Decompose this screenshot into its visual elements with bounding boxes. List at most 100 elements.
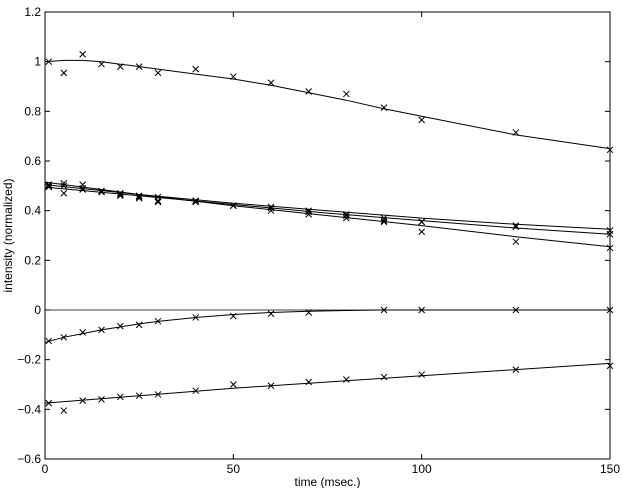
data-point-series-6	[60, 407, 68, 414]
data-point-series-6	[79, 397, 87, 404]
data-point-series-6	[98, 396, 105, 403]
data-point-series-2	[135, 192, 143, 200]
x-tick-label: 50	[227, 462, 241, 476]
y-tick-label: 0	[34, 303, 41, 317]
fit-curves	[44, 59, 611, 404]
y-tick-label: 0.2	[24, 253, 41, 267]
data-point-series-6	[342, 376, 350, 383]
data-point-series-3	[60, 182, 68, 190]
x-tick-label: 150	[600, 462, 620, 476]
data-point-series-4	[60, 189, 68, 197]
data-point-series-5	[45, 337, 53, 345]
data-point-series-5	[229, 312, 237, 320]
data-point-series-1	[192, 65, 200, 73]
data-point-series-3	[342, 212, 350, 219]
x-tick-label: 100	[412, 462, 432, 476]
y-tick-label: 0.6	[24, 154, 41, 168]
y-tick-label: −0.2	[17, 353, 41, 367]
data-point-series-2	[305, 208, 313, 216]
data-point-series-6	[45, 399, 53, 407]
y-tick-label: 0.8	[24, 104, 41, 118]
data-point-series-1	[79, 50, 87, 58]
data-point-series-1	[512, 129, 520, 136]
data-point-series-6	[380, 373, 388, 381]
data-point-series-3	[154, 197, 162, 205]
data-point-series-3	[418, 218, 426, 226]
data-point-series-2	[45, 181, 53, 188]
plot-area-frame	[44, 11, 611, 460]
data-point-series-1	[98, 60, 105, 68]
data-point-series-4	[154, 198, 162, 206]
data-point-series-2	[60, 179, 68, 187]
y-axis: −0.6 −0.4 −0.2 0 0.2 0.4 0.6 0.8 1 1.2	[17, 5, 610, 466]
data-point-series-5	[192, 314, 200, 321]
data-point-series-6	[512, 366, 520, 373]
data-point-series-3	[116, 191, 124, 198]
data-point-series-2	[267, 204, 275, 212]
data-markers	[45, 50, 614, 414]
fit-line-series-4	[44, 181, 611, 248]
data-point-series-2	[512, 222, 520, 229]
data-point-series-2	[116, 189, 124, 197]
y-axis-label: intensity (normalized)	[1, 178, 15, 292]
data-point-series-4	[98, 188, 105, 196]
data-point-series-5	[380, 306, 388, 314]
data-point-series-4	[79, 186, 87, 193]
data-point-series-3	[135, 193, 143, 201]
x-tick-label: 0	[42, 462, 49, 476]
data-point-series-5	[418, 306, 426, 314]
data-point-series-6	[267, 382, 275, 390]
data-point-series-4	[418, 228, 426, 236]
data-point-series-4	[192, 198, 200, 206]
data-point-series-6	[154, 391, 162, 398]
data-point-series-3	[512, 223, 520, 231]
data-point-series-5	[135, 321, 143, 329]
data-point-series-2	[98, 187, 105, 195]
data-point-series-1	[116, 63, 124, 70]
y-tick-label: 1	[34, 55, 41, 69]
data-point-series-1	[229, 73, 237, 80]
data-point-series-6	[135, 392, 143, 400]
y-tick-label: 1.2	[24, 5, 41, 19]
data-point-series-1	[267, 79, 275, 87]
fit-line-series-5	[44, 309, 610, 343]
data-point-series-1	[154, 69, 162, 77]
fit-line-series-1	[44, 59, 611, 150]
data-point-series-4	[305, 211, 313, 218]
fit-line-series-2	[44, 184, 611, 230]
y-tick-label: −0.6	[17, 452, 41, 466]
data-point-series-6	[229, 381, 237, 388]
data-point-series-5	[267, 310, 275, 318]
data-point-series-4	[229, 202, 237, 210]
data-point-series-1	[305, 88, 313, 95]
x-axis-label: time (msec.)	[295, 475, 361, 488]
data-point-series-4	[342, 214, 350, 222]
data-point-series-4	[512, 238, 520, 246]
data-point-series-1	[418, 116, 426, 124]
data-point-series-3	[380, 217, 388, 224]
data-point-series-5	[305, 309, 313, 316]
data-point-series-5	[60, 333, 68, 341]
data-point-series-1	[60, 69, 68, 77]
data-point-series-1	[380, 104, 388, 111]
data-point-series-6	[418, 371, 426, 378]
data-point-series-5	[512, 306, 520, 314]
data-point-series-4	[45, 183, 53, 191]
x-axis: 0 50 100 150	[42, 12, 620, 476]
data-point-series-3	[45, 182, 53, 190]
data-point-series-1	[342, 90, 350, 98]
data-point-series-4	[267, 207, 275, 215]
data-point-series-4	[135, 194, 143, 202]
data-point-series-4	[116, 192, 124, 200]
data-point-series-6	[305, 378, 313, 386]
data-point-series-3	[192, 197, 200, 205]
data-point-series-5	[98, 326, 105, 334]
y-tick-label: 0.4	[24, 204, 41, 218]
data-point-series-5	[79, 328, 87, 336]
data-point-series-1	[135, 63, 143, 70]
data-point-series-6	[116, 393, 124, 401]
data-point-series-3	[79, 184, 87, 192]
data-point-series-5	[154, 317, 162, 325]
data-point-series-4	[380, 218, 388, 226]
